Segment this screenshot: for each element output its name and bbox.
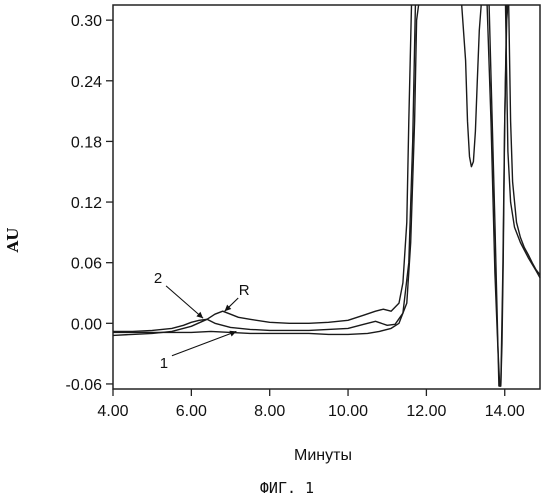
peak-trace-3 — [462, 5, 482, 167]
x-axis-label: Минуты — [294, 447, 352, 464]
y-axis-label: AU — [4, 228, 22, 254]
x-tick-label: 10.00 — [328, 403, 368, 420]
plot-frame — [113, 5, 540, 389]
x-tick-label: 14.00 — [485, 403, 525, 420]
figure-caption: ФИГ. 1 — [260, 479, 314, 497]
y-tick-label: 0.18 — [71, 134, 102, 151]
annotation-label-r: R — [239, 282, 250, 299]
annotation-arrow — [166, 286, 203, 318]
plot-series — [113, 5, 540, 386]
annotation-label-1: 1 — [160, 355, 168, 372]
peak-trace-6 — [509, 5, 540, 275]
x-tick-label: 4.00 — [97, 403, 128, 420]
x-axis-ticks: 4.00 6.00 8.00 10.00 12.00 14.00 — [97, 389, 524, 420]
y-tick-label: 0.12 — [71, 195, 102, 212]
x-tick-label: 8.00 — [254, 403, 285, 420]
y-tick-label: 0.30 — [71, 13, 102, 30]
y-tick-label: 0.00 — [71, 316, 102, 333]
annotation-arrow — [172, 331, 236, 355]
y-tick-label: 0.06 — [71, 256, 102, 273]
y-tick-label: 0.24 — [71, 74, 102, 91]
x-tick-label: 12.00 — [406, 403, 446, 420]
y-tick-label: -0.06 — [66, 377, 103, 394]
peak-trace-5 — [489, 5, 507, 386]
annotation-label-2: 2 — [154, 270, 162, 287]
y-axis-ticks: -0.06 0.00 0.06 0.12 0.18 0.24 0.30 — [66, 13, 113, 394]
x-tick-label: 6.00 — [176, 403, 207, 420]
